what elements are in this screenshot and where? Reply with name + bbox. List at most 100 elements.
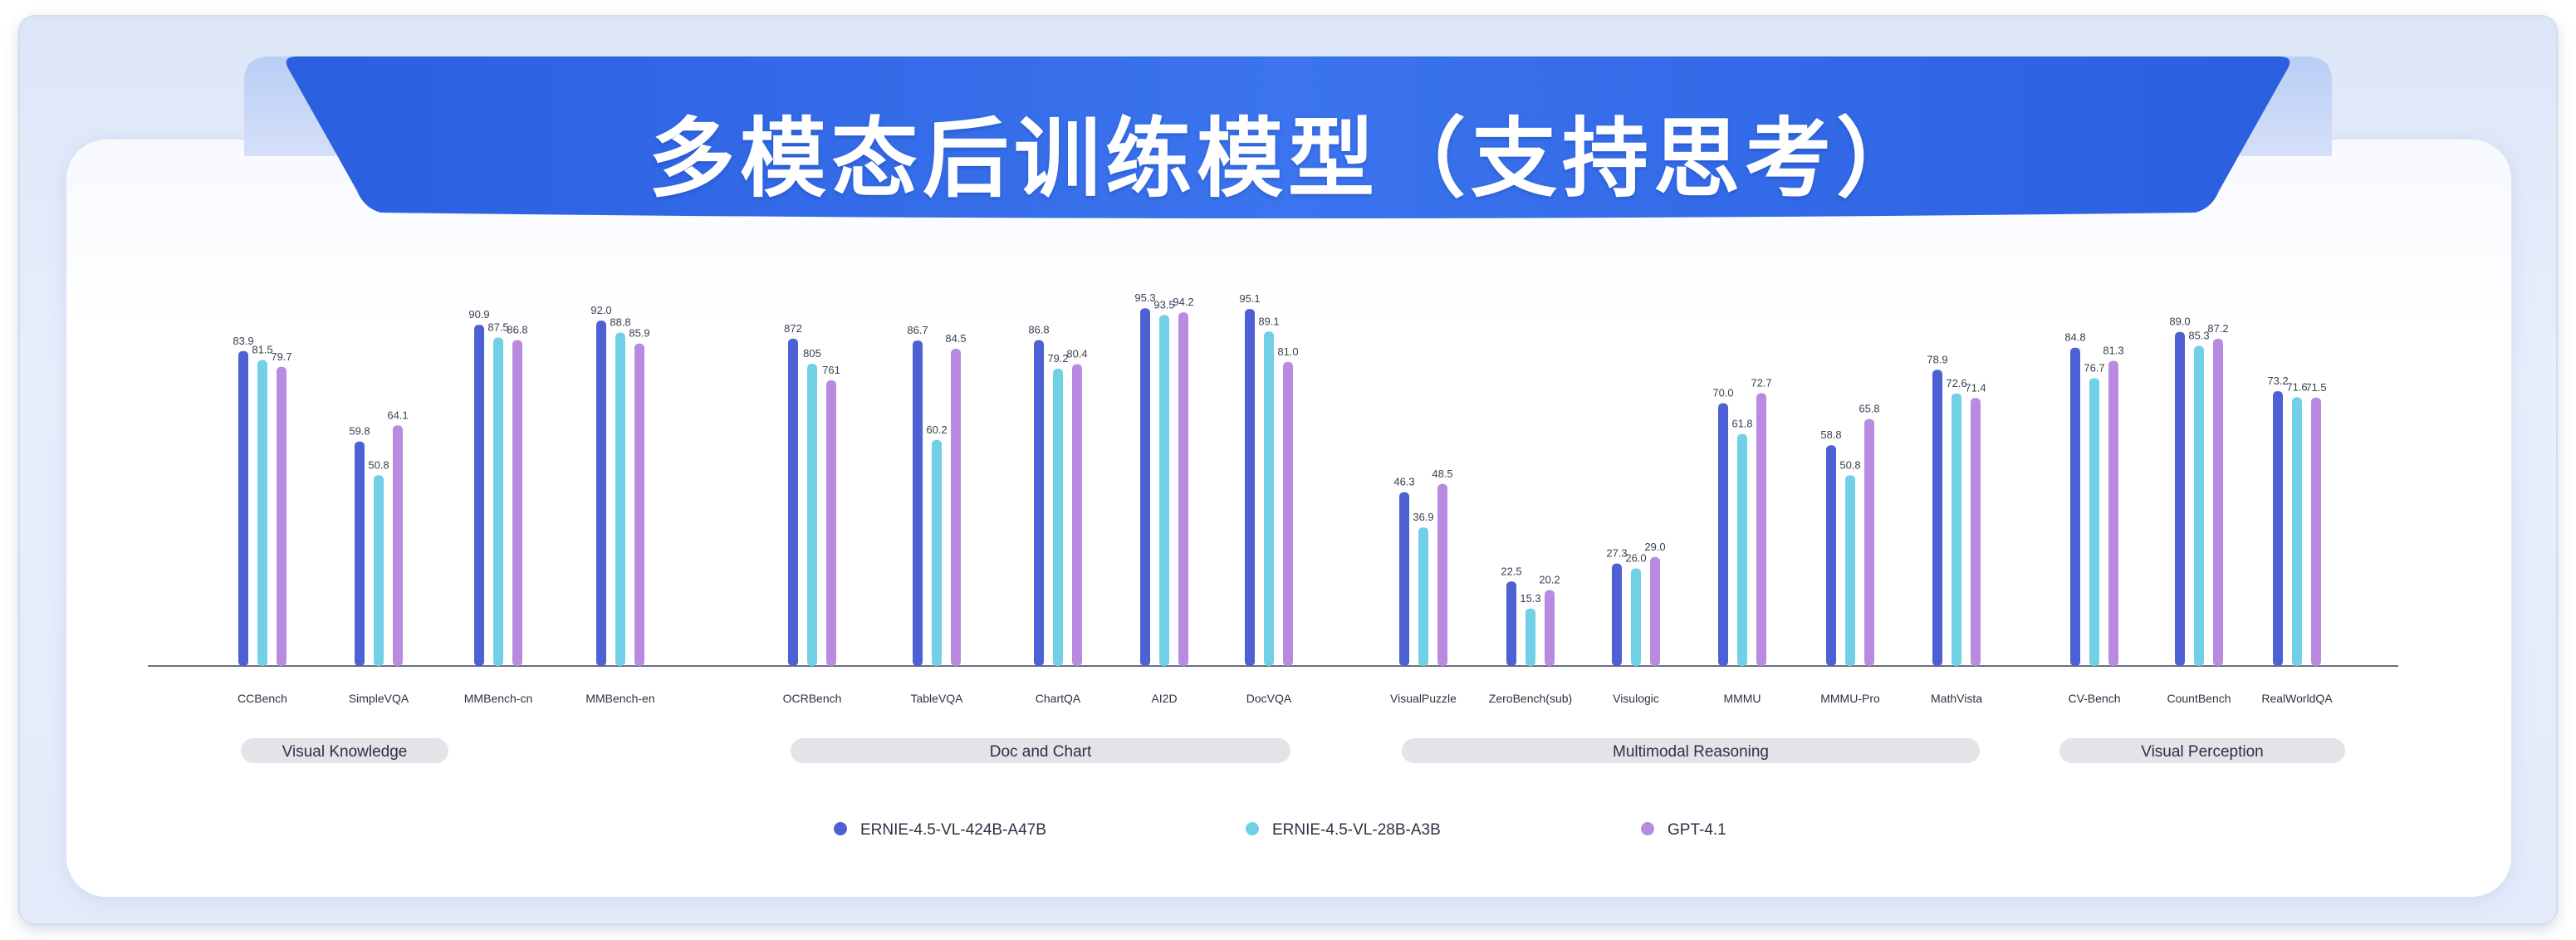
bar-zerobench-sub--series-1 bbox=[1506, 581, 1516, 666]
bar-mmmu-pro-series-3 bbox=[1864, 419, 1874, 666]
data-label: 22.5 bbox=[1501, 565, 1521, 577]
bar-ccbench-series-3 bbox=[277, 366, 286, 666]
data-label: 36.9 bbox=[1413, 511, 1433, 523]
bar-mathvista-series-2 bbox=[1952, 393, 1961, 666]
data-label: 81.0 bbox=[1277, 345, 1298, 358]
bar-mmmu-series-3 bbox=[1756, 393, 1766, 666]
category-label: RealWorldQA bbox=[2261, 692, 2333, 705]
bar-realworldqa-series-1 bbox=[2273, 391, 2283, 666]
bar-ocrbench-series-2 bbox=[807, 364, 817, 666]
category-label: MMMU bbox=[1723, 692, 1761, 705]
category-label: MathVista bbox=[1931, 692, 1982, 705]
page-title: 多模态后训练模型（支持思考） bbox=[648, 108, 1927, 209]
data-label: 64.1 bbox=[387, 409, 408, 421]
category-label: CCBench bbox=[238, 692, 287, 705]
data-label: 59.8 bbox=[349, 425, 370, 438]
bar-cv-bench-series-3 bbox=[2108, 360, 2118, 666]
bar-simplevqa-series-3 bbox=[393, 425, 403, 666]
bar-visualpuzzle-series-3 bbox=[1437, 483, 1447, 666]
bar-mmbench-cn-series-1 bbox=[474, 325, 484, 666]
data-label: 27.3 bbox=[1606, 547, 1627, 560]
bar-mmmu-pro-series-1 bbox=[1826, 445, 1836, 666]
bar-visulogic-series-1 bbox=[1612, 563, 1622, 666]
data-label: 50.8 bbox=[1839, 458, 1860, 471]
bar-mmbench-cn-series-2 bbox=[493, 337, 503, 666]
bar-visualpuzzle-series-1 bbox=[1399, 492, 1409, 666]
group-label: Visual Knowledge bbox=[282, 743, 408, 761]
title-banner bbox=[244, 56, 2332, 218]
data-label: 87.2 bbox=[2207, 322, 2228, 335]
bar-ccbench-series-2 bbox=[257, 360, 267, 666]
data-label: 79.7 bbox=[271, 350, 291, 363]
category-label: MMBench-cn bbox=[464, 692, 532, 705]
data-label: 72.7 bbox=[1751, 376, 1771, 389]
bar-visulogic-series-2 bbox=[1631, 568, 1641, 666]
legend-item-label: ERNIE-4.5-VL-28B-A3B bbox=[1272, 821, 1441, 839]
benchmark-bar-chart: 83.981.579.7 CCBench 59.8 50.8 64.1 SimpleVQA… bbox=[148, 291, 2398, 839]
bar-mathvista-series-1 bbox=[1932, 370, 1942, 666]
bar-cv-bench-series-2 bbox=[2089, 378, 2099, 666]
data-label: 20.2 bbox=[1539, 574, 1560, 586]
data-label: 60.2 bbox=[926, 423, 947, 436]
group-label-pill bbox=[2059, 738, 2345, 763]
bar-ocrbench-series-3 bbox=[826, 380, 836, 666]
data-label: 61.8 bbox=[1731, 418, 1752, 430]
data-label: 761 bbox=[822, 364, 840, 376]
bar-cv-bench-series-1 bbox=[2070, 347, 2080, 666]
data-label: 805 bbox=[803, 347, 821, 360]
data-label: 26.0 bbox=[1625, 551, 1646, 564]
data-label: 70.0 bbox=[1712, 387, 1733, 399]
bar-mmmu-series-1 bbox=[1718, 403, 1728, 666]
bar-mmmu-pro-series-2 bbox=[1845, 475, 1855, 666]
group-label-pill bbox=[241, 738, 448, 763]
data-label: 81.3 bbox=[2103, 345, 2123, 357]
group-label-pill bbox=[1402, 738, 1980, 763]
bar-mathvista-series-3 bbox=[1971, 398, 1981, 666]
data-label: 83.9 bbox=[233, 335, 253, 347]
bar-countbench-series-1 bbox=[2175, 331, 2185, 666]
category-label: VisualPuzzle bbox=[1390, 692, 1457, 705]
bar-tablevqa-series-1 bbox=[913, 340, 923, 666]
bar-ocrbench-series-1 bbox=[788, 338, 798, 666]
category-label: ChartQA bbox=[1036, 692, 1081, 705]
bar-tablevqa-series-2 bbox=[932, 439, 942, 666]
bar-chartqa-series-1 bbox=[1034, 340, 1044, 666]
bar-ai2d-series-2 bbox=[1159, 315, 1169, 666]
data-label: 72.6 bbox=[1946, 377, 1966, 389]
data-label: 92.0 bbox=[590, 304, 611, 316]
data-label: 872 bbox=[784, 322, 802, 335]
infographic-frame: 多模态后训练模型（支持思考） 83.9 81.5 79.7 CCBench 59.8 50… bbox=[20, 17, 2556, 923]
category-label: CV-Bench bbox=[2068, 692, 2120, 705]
bar-simplevqa-series-2 bbox=[374, 475, 384, 666]
data-label: 81.5 bbox=[252, 344, 272, 356]
bar-mmbench-en-series-3 bbox=[634, 343, 644, 666]
data-label: 85.3 bbox=[2188, 329, 2209, 341]
data-label: 58.8 bbox=[1820, 428, 1841, 441]
bar-visualpuzzle-series-2 bbox=[1418, 527, 1428, 666]
group-label: Doc and Chart bbox=[990, 743, 1092, 761]
data-label: 89.1 bbox=[1258, 315, 1279, 327]
bar-simplevqa-series-1 bbox=[355, 441, 365, 666]
data-label: 89.0 bbox=[2169, 316, 2190, 328]
bar-chartqa-series-3 bbox=[1072, 364, 1082, 666]
bar-docvqa-series-2 bbox=[1264, 331, 1274, 666]
bar-mmmu-series-2 bbox=[1737, 433, 1747, 666]
data-label: 86.7 bbox=[907, 324, 928, 336]
data-label: 71.4 bbox=[1965, 381, 1986, 394]
group-label-pill bbox=[791, 738, 1290, 763]
data-label: 79.2 bbox=[1047, 352, 1068, 365]
bar-mmbench-en-series-1 bbox=[596, 321, 606, 666]
data-label: 48.5 bbox=[1432, 468, 1452, 480]
data-label: 76.7 bbox=[2084, 361, 2104, 374]
data-label: 84.5 bbox=[945, 332, 966, 345]
bar-docvqa-series-1 bbox=[1245, 309, 1255, 666]
bar-mmbench-en-series-2 bbox=[615, 332, 625, 666]
data-label: 94.2 bbox=[1173, 296, 1193, 308]
bar-docvqa-series-3 bbox=[1283, 361, 1293, 666]
data-label: 65.8 bbox=[1859, 403, 1879, 415]
bar-realworldqa-series-3 bbox=[2311, 397, 2321, 666]
category-label: OCRBench bbox=[783, 692, 842, 705]
legend-item-label: ERNIE-4.5-VL-424B-A47B bbox=[860, 821, 1046, 839]
category-label: ZeroBench(sub) bbox=[1489, 692, 1572, 705]
data-label: 80.4 bbox=[1066, 348, 1087, 360]
